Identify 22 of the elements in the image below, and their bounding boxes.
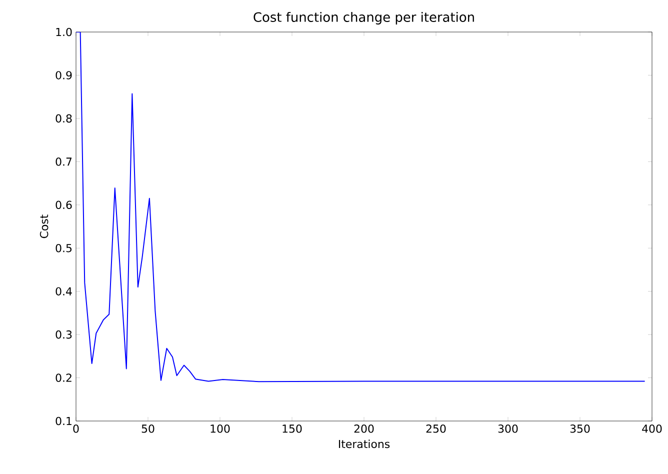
x-tick-label: 100 — [210, 424, 230, 433]
chart-title: Cost function change per iteration — [254, 12, 474, 24]
y-tick-label: 0.5 — [56, 244, 72, 252]
x-axis-title: Iterations — [338, 440, 390, 448]
y-tick-label: 0.7 — [56, 158, 72, 166]
x-tick-label: 400 — [642, 424, 662, 433]
y-tick-label: 0.6 — [56, 200, 72, 210]
x-tick-label: 0 — [73, 424, 79, 433]
y-tick-label: 0.2 — [56, 374, 72, 382]
y-tick-label: 1.0 — [56, 28, 72, 36]
y-tick-label: 0.3 — [56, 330, 72, 339]
x-tick-label: 150 — [282, 424, 302, 433]
x-tick-label: 250 — [426, 424, 446, 433]
x-tick-label: 50 — [142, 424, 154, 433]
y-tick-label: 0.9 — [56, 71, 72, 80]
y-tick-label: 0.8 — [56, 114, 72, 123]
y-tick-label: 0.4 — [56, 287, 72, 296]
x-tick-label: 200 — [354, 424, 374, 433]
y-axis-title: Cost — [40, 214, 48, 238]
x-tick-label: 350 — [570, 424, 590, 433]
y-tick-label: 0.1 — [56, 416, 72, 426]
x-tick-label: 300 — [498, 424, 518, 433]
